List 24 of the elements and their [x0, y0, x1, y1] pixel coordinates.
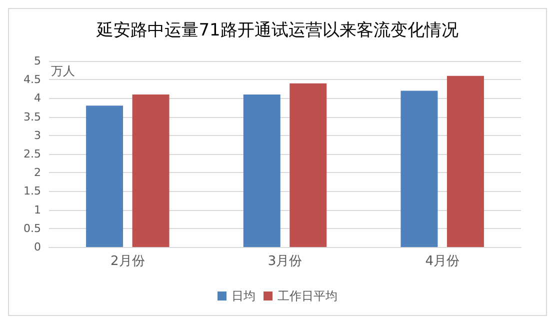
y-tick-label: 1 [34, 203, 41, 216]
bar [290, 83, 327, 247]
bar [400, 90, 438, 247]
y-tick-label: 0.5 [24, 222, 41, 235]
legend-label: 日均 [232, 289, 256, 303]
bar [132, 94, 170, 247]
y-tick-label: 4 [34, 92, 41, 105]
y-tick-label: 5 [34, 54, 41, 68]
y-tick-label: 4.5 [24, 73, 41, 86]
y-tick-label: 0 [34, 240, 41, 254]
legend-label: 工作日平均 [278, 289, 338, 303]
bar [86, 106, 124, 247]
bar [243, 94, 280, 247]
y-tick-label: 2 [34, 166, 41, 180]
x-tick-label: 3月份 [268, 254, 302, 269]
y-tick-label: 2.5 [24, 148, 41, 160]
y-tick-label: 3.5 [24, 110, 41, 124]
y-axis-title: 万人 [51, 64, 75, 78]
x-tick-label: 4月份 [425, 254, 460, 269]
chart-title: 延安路中运量71路开通试运营以来客流变化情况 [96, 20, 458, 40]
bar [446, 76, 484, 247]
y-tick-label: 3 [34, 128, 41, 142]
x-tick-label: 2月份 [110, 254, 145, 269]
y-tick-label: 1.5 [24, 184, 41, 198]
